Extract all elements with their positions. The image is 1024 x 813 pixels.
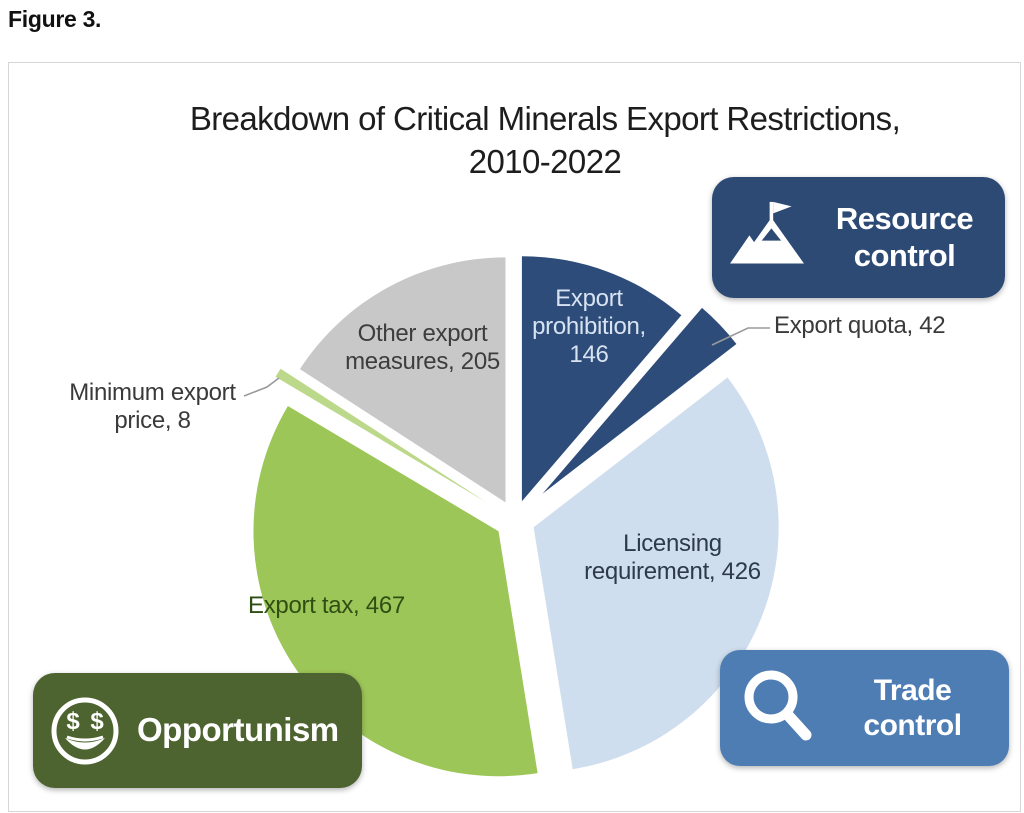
leader-line-export-quota (711, 327, 770, 346)
leader-line-minimum-export-price (243, 377, 280, 397)
resource-control-badge: Resource control (712, 177, 1005, 298)
slice-label-export-tax: Export tax, 467 (248, 592, 405, 619)
slice-label-minimum-export-price: Minimum export price, 8 (69, 379, 236, 434)
money-face-icon: $ $ (33, 693, 137, 769)
resource-control-label: Resource control (835, 200, 974, 273)
figure-label: Figure 3. (8, 6, 102, 32)
svg-text:$: $ (90, 708, 104, 735)
slice-label-export-quota: Export quota, 42 (774, 312, 946, 339)
pie-slice-minimum-export-price (275, 368, 487, 503)
magnifier-icon (720, 665, 836, 751)
chart-title-line2: 2010-2022 (468, 142, 622, 180)
slice-label-export-prohibition: Export prohibition, 146 (532, 285, 646, 368)
chart-title-line1: Breakdown of Critical Minerals Export Re… (189, 100, 901, 137)
pie-slice-export-prohibition (521, 256, 682, 502)
pie-slice-licensing-requirement (533, 377, 779, 770)
slice-label-other-export-measures: Other export measures, 205 (345, 320, 500, 375)
pie-slice-other-export-measures (299, 257, 506, 503)
opportunism-badge: $ $ Opportunism (33, 673, 362, 788)
svg-text:$: $ (66, 708, 80, 735)
slice-label-licensing-requirement: Licensing requirement, 426 (584, 530, 761, 585)
opportunism-label: Opportunism (137, 711, 339, 749)
trade-control-badge: Trade control (720, 650, 1009, 766)
chart-title: Breakdown of Critical Minerals Export Re… (70, 98, 1020, 184)
pie-slice-export-quota (542, 307, 737, 494)
trade-control-label: Trade control (863, 673, 962, 742)
mountain-flag-icon (712, 198, 822, 278)
